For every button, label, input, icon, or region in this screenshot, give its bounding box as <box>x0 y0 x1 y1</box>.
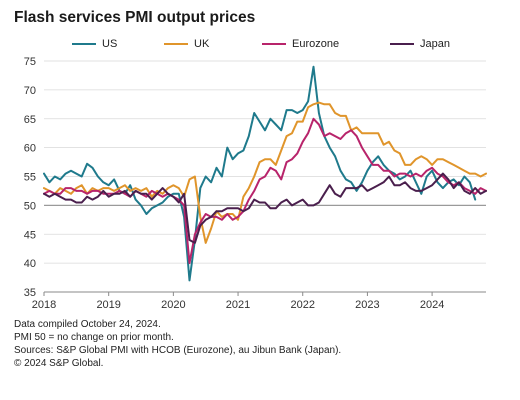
series-line-japan <box>43 172 487 244</box>
y-tick-label: 40 <box>24 258 36 270</box>
x-tick-label: 2023 <box>355 299 379 311</box>
x-tick-label: 2020 <box>161 299 185 311</box>
y-tick-label: 75 <box>24 56 36 68</box>
y-tick-label: 55 <box>24 172 36 184</box>
legend-swatch-japan <box>390 42 414 46</box>
chart-title: Flash services PMI output prices <box>14 9 256 26</box>
x-tick-label: 2024 <box>420 299 444 311</box>
note-line: Data compiled October 24, 2024. <box>14 319 161 330</box>
x-tick-label: 2019 <box>96 299 120 311</box>
y-tick-label: 70 <box>24 85 36 97</box>
legend-swatch-uk <box>164 42 188 46</box>
legend-label-us: US <box>102 38 118 50</box>
x-axis-ticks: 2018 2019 2020 2021 2022 2023 2024 <box>32 292 444 311</box>
series-line-us <box>43 65 477 282</box>
y-tick-label: 50 <box>24 200 36 212</box>
note-line: PMI 50 = no change on prior month. <box>14 332 174 343</box>
legend-item-us: US <box>72 37 117 51</box>
chart-notes: Data compiled October 24, 2024. PMI 50 =… <box>14 318 341 370</box>
series-line-uk <box>43 101 487 244</box>
series-line-eurozone <box>43 117 487 265</box>
legend-label-eurozone: Eurozone <box>292 38 340 50</box>
note-line: Sources: S&P Global PMI with HCOB (Euroz… <box>14 345 342 356</box>
y-tick-label: 60 <box>24 143 36 155</box>
legend-swatch-eurozone <box>262 42 286 46</box>
note-line: © 2024 S&P Global. <box>14 358 104 369</box>
legend-label-japan: Japan <box>420 38 450 50</box>
y-tick-label: 65 <box>24 114 36 126</box>
x-tick-label: 2021 <box>226 299 250 311</box>
x-tick-label: 2022 <box>290 299 314 311</box>
legend-swatch-us <box>72 42 96 46</box>
gridlines <box>44 60 486 293</box>
x-tick-label: 2018 <box>32 299 56 311</box>
series-lines <box>43 65 487 282</box>
y-axis-ticks: 35 40 45 50 55 60 65 70 75 <box>24 56 36 299</box>
y-tick-label: 35 <box>24 287 36 299</box>
chart-legend: US UK Eurozone Japan <box>0 37 520 51</box>
legend-item-uk: UK <box>164 37 209 51</box>
legend-label-uk: UK <box>194 38 210 50</box>
legend-item-japan: Japan <box>390 37 450 51</box>
legend-item-eurozone: Eurozone <box>262 37 339 51</box>
y-tick-label: 45 <box>24 229 36 241</box>
